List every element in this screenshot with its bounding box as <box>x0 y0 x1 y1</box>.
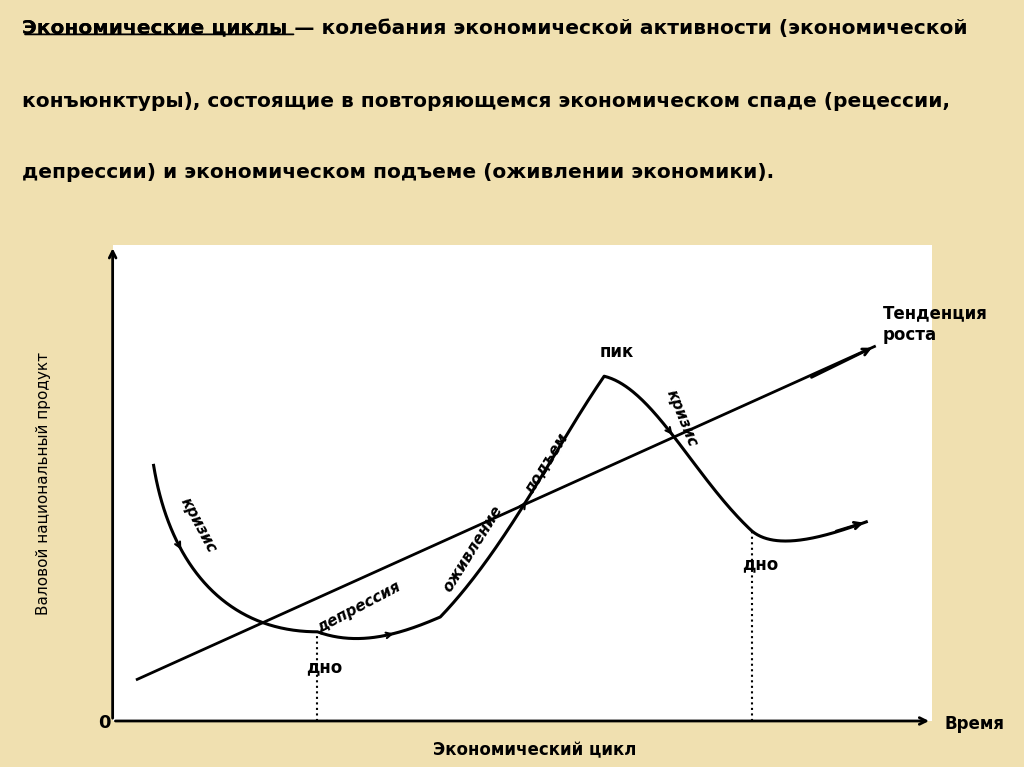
Text: конъюнктуры), состоящие в повторяющемся экономическом спаде (рецессии,: конъюнктуры), состоящие в повторяющемся … <box>23 92 950 111</box>
Text: Экономический цикл: Экономический цикл <box>433 742 636 759</box>
Text: кризис: кризис <box>664 387 700 449</box>
Text: Экономические циклы: Экономические циклы <box>23 19 288 38</box>
Text: Время: Время <box>944 715 1005 733</box>
Text: дно: дно <box>741 556 778 574</box>
Text: кризис: кризис <box>178 495 219 555</box>
Text: 0: 0 <box>98 714 111 732</box>
Text: оживление: оживление <box>440 502 506 594</box>
Text: депрессия: депрессия <box>314 580 402 637</box>
Text: Валовой национальный продукт: Валовой национальный продукт <box>36 351 50 615</box>
Text: подъем: подъем <box>522 430 571 495</box>
Text: депрессии) и экономическом подъеме (оживлении экономики).: депрессии) и экономическом подъеме (ожив… <box>23 163 774 183</box>
Text: дно: дно <box>306 659 342 676</box>
Text: Экономические циклы — колебания экономической активности (экономической: Экономические циклы — колебания экономич… <box>23 19 968 38</box>
Text: Тенденция
роста: Тенденция роста <box>883 304 987 344</box>
Text: пик: пик <box>599 344 634 361</box>
